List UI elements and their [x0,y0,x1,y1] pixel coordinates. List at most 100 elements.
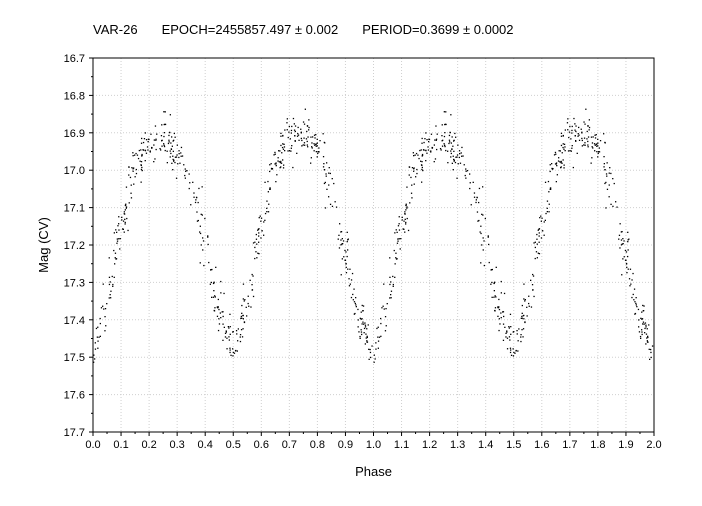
data-point [140,164,142,166]
data-point [178,156,180,159]
data-point [540,215,542,217]
data-point [196,211,198,213]
data-point [141,155,143,157]
data-point [274,163,276,165]
data-point [164,149,166,152]
data-point [176,144,178,146]
data-point [538,228,541,230]
data-point [645,324,647,326]
data-point [353,301,356,303]
data-point [572,166,574,169]
data-point [274,151,276,154]
data-point [254,257,256,260]
data-point [646,328,648,330]
data-point [95,327,98,330]
data-point [414,154,416,156]
data-point [218,308,220,311]
data-point [213,281,215,283]
data-point [303,137,305,139]
data-point [229,347,231,349]
data-point [149,151,151,153]
data-point [181,155,184,157]
data-point [389,257,391,259]
data-point [544,181,547,183]
data-point [581,137,583,140]
data-point [345,272,348,274]
data-point [405,221,407,224]
data-point [155,138,157,140]
data-point [155,139,157,141]
data-point [202,240,205,242]
data-point [450,142,452,144]
data-point [376,327,378,330]
data-point [415,176,417,178]
data-point [635,302,637,305]
data-point [306,140,308,143]
data-point [160,135,163,137]
data-point [223,326,225,328]
data-point [266,211,268,213]
data-point [641,311,643,313]
data-point [360,329,362,331]
data-point [310,136,312,138]
data-point [443,143,445,145]
data-point [534,257,536,260]
data-point [328,184,330,186]
data-point [104,330,106,332]
data-point [263,234,265,236]
data-point [587,144,589,146]
data-point [348,285,351,287]
data-point [347,249,349,251]
data-point [459,162,462,164]
data-point [307,136,309,138]
data-point [616,206,618,208]
data-point [190,204,192,206]
data-point [490,283,492,285]
data-point [341,243,343,245]
data-point [258,253,260,255]
data-point [445,111,447,113]
data-point [226,348,228,350]
data-point [178,150,180,152]
data-point [163,144,165,146]
data-point [430,151,432,153]
data-point [328,196,330,198]
data-point [237,340,239,342]
data-point [282,143,284,145]
data-point [640,317,642,319]
data-point [504,326,506,328]
data-point [138,149,140,152]
data-point [628,278,631,280]
data-point [509,339,511,341]
data-point [283,143,285,145]
data-point [303,123,306,125]
data-point [371,345,373,347]
data-point [637,308,640,311]
data-point [239,340,242,343]
data-point [522,315,524,317]
data-point [173,132,175,135]
data-point [587,136,590,138]
data-point [625,262,628,265]
data-point [264,219,266,221]
data-point [447,162,449,164]
data-point [275,162,277,164]
data-point [364,324,367,326]
data-point [385,308,387,310]
data-point [590,136,593,138]
data-point [220,292,222,294]
data-point [283,164,285,166]
data-point [251,273,253,276]
data-point [548,211,550,213]
data-point [455,136,457,138]
data-point [241,336,244,338]
data-point [252,295,255,298]
data-point [534,246,536,249]
data-point [197,219,199,222]
data-point [603,163,605,165]
data-point [494,309,496,312]
data-point [278,161,280,163]
data-point [132,170,134,172]
data-point [345,262,347,265]
data-point [597,142,599,144]
